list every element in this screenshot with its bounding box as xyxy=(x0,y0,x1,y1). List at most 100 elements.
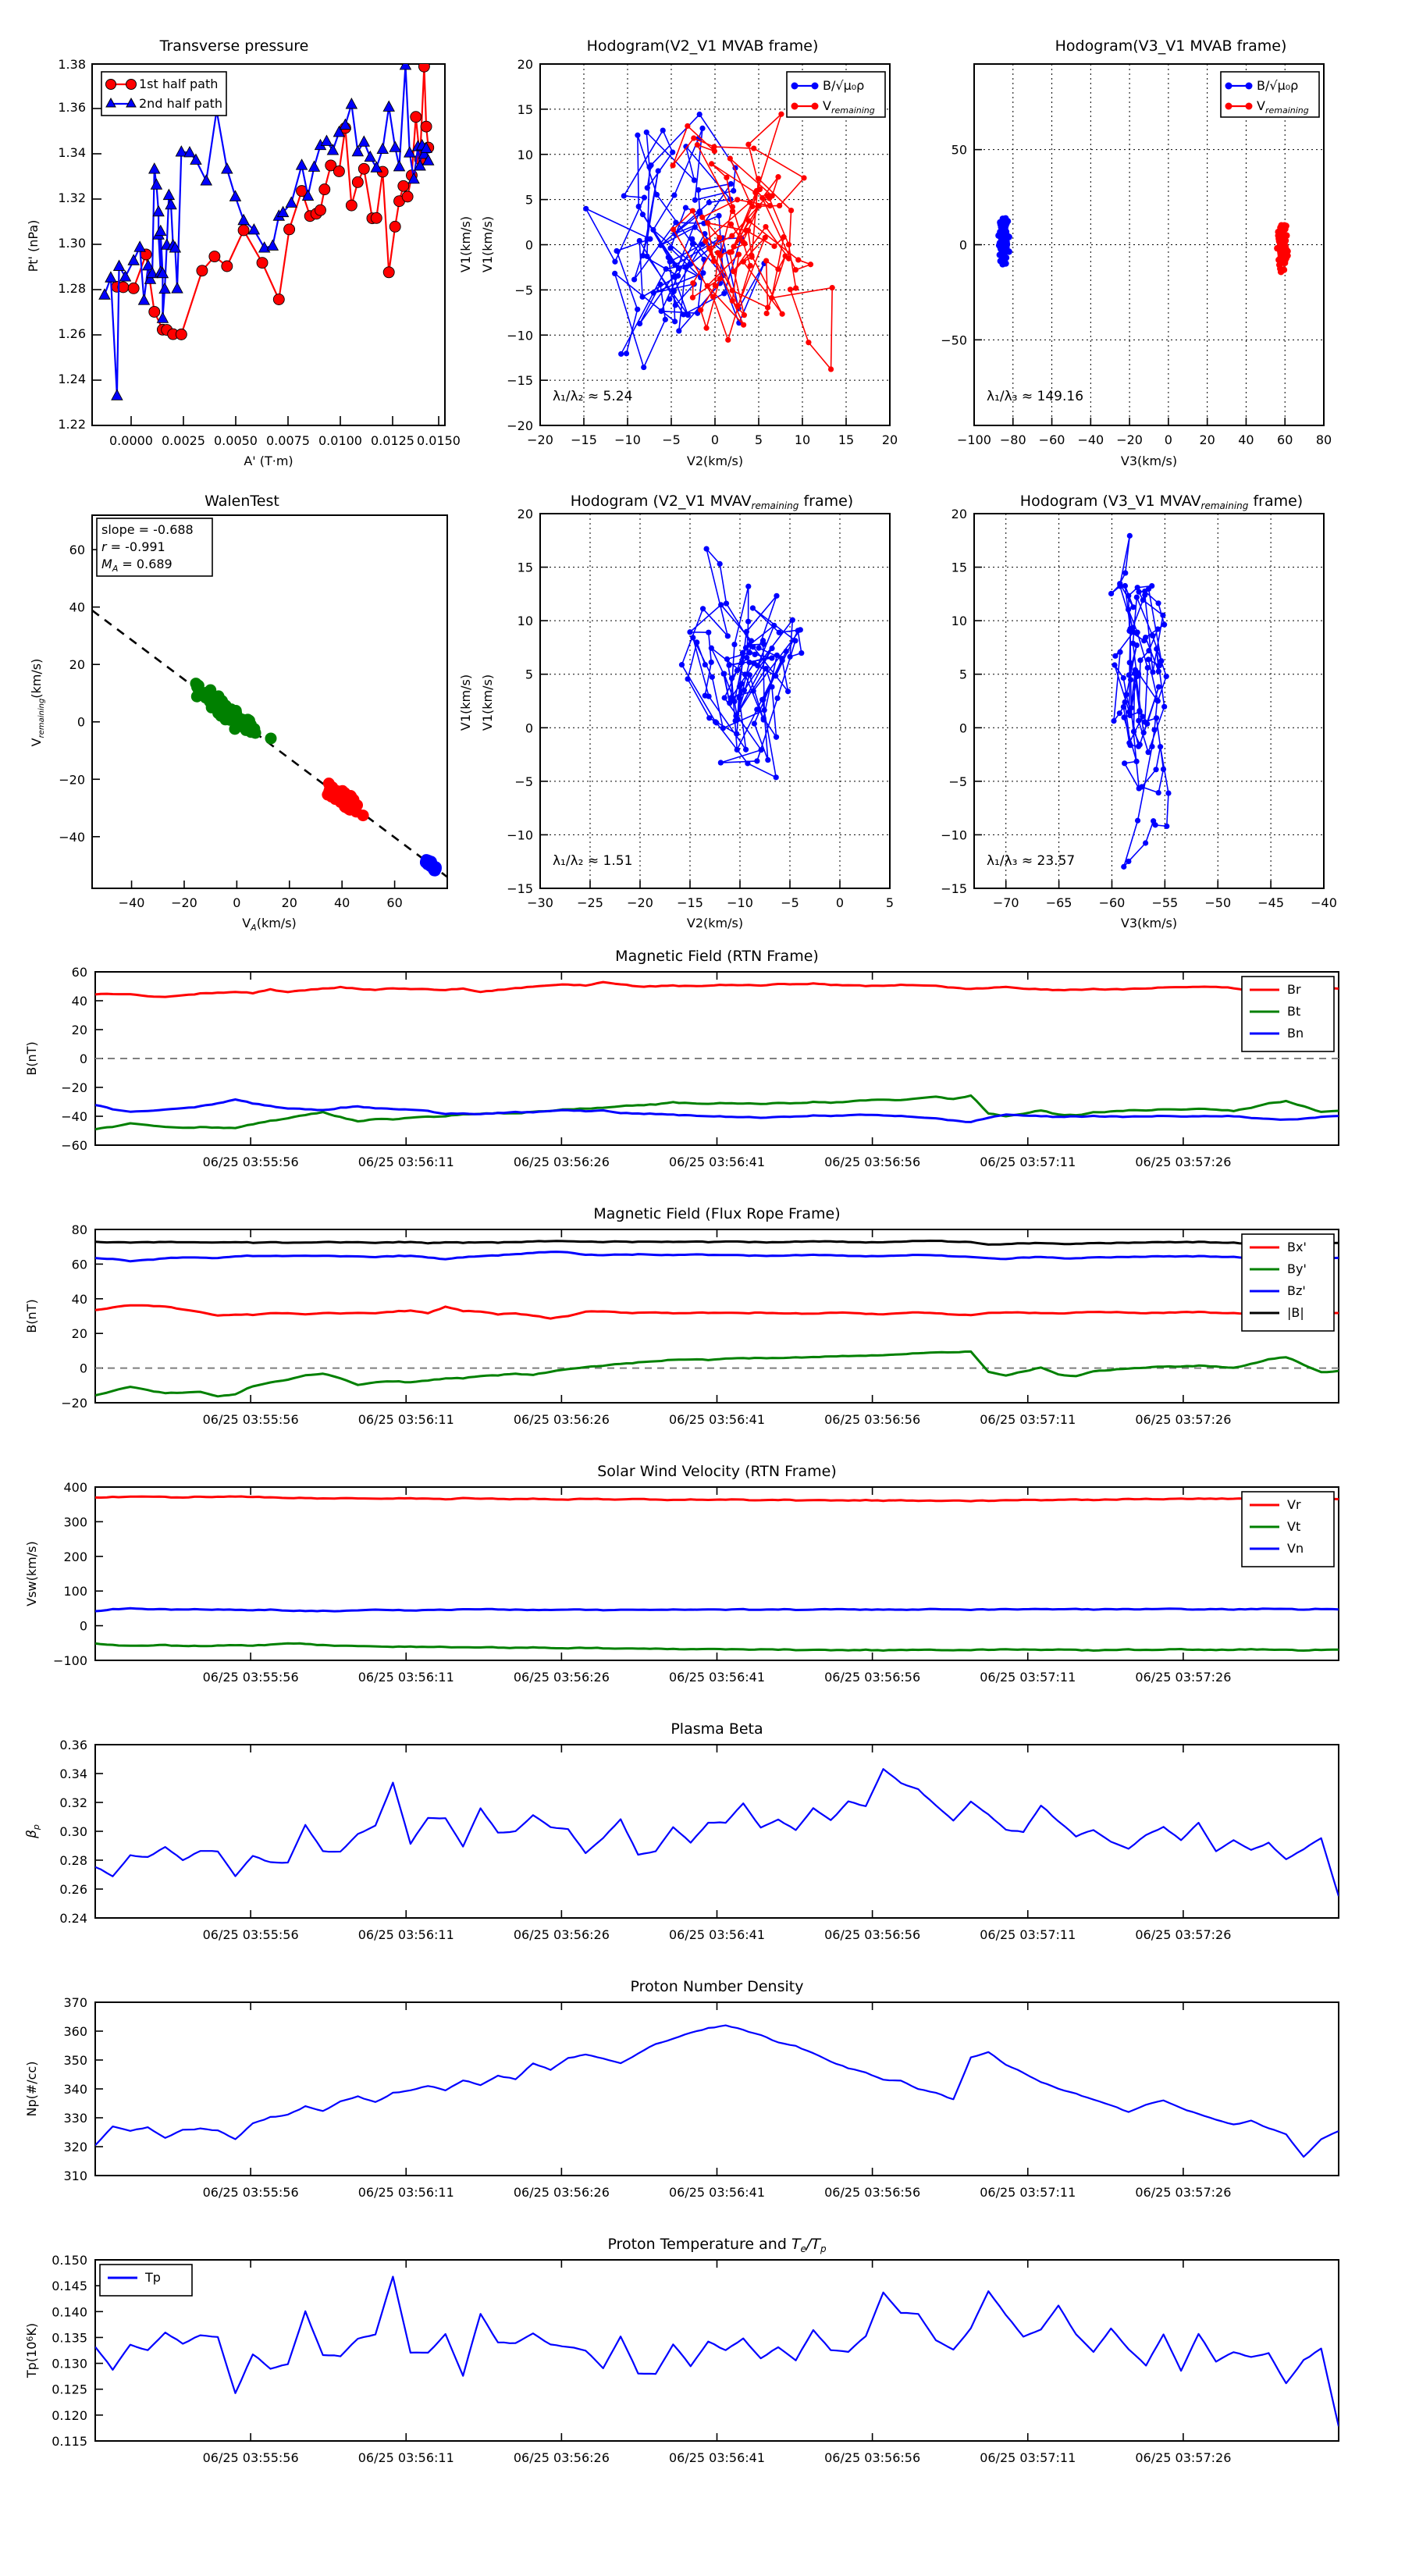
svg-text:310: 310 xyxy=(63,2169,87,2183)
svg-text:06/25 03:56:11: 06/25 03:56:11 xyxy=(358,1412,454,1427)
svg-text:5: 5 xyxy=(525,193,533,208)
svg-text:Vr: Vr xyxy=(1287,1497,1301,1512)
svg-text:06/25 03:56:41: 06/25 03:56:41 xyxy=(669,1412,765,1427)
svg-text:−20: −20 xyxy=(61,1080,87,1095)
svg-text:−40: −40 xyxy=(1311,895,1337,910)
panel-transverse-pressure: Transverse pressure 1.22 1.24 1.26 1.28 … xyxy=(0,0,468,468)
svg-text:−15: −15 xyxy=(507,881,533,896)
stat-slope: slope = -0.688 xyxy=(101,522,194,537)
panel-magnetic-field-fluxrope: Magnetic Field (Flux Rope Frame) −20 0 20 40… xyxy=(0,1190,1405,1448)
svg-text:0.36: 0.36 xyxy=(59,1738,87,1752)
svg-text:0.0025: 0.0025 xyxy=(162,433,205,448)
svg-text:60: 60 xyxy=(72,965,87,980)
svg-text:15: 15 xyxy=(518,102,533,117)
svg-text:06/25 03:56:41: 06/25 03:56:41 xyxy=(669,1155,765,1169)
axis-ticks: −20 −15 −10 −5 0 5 10 15 20 −20 −15 −10 −5 0 5 10 15 20 xyxy=(507,57,898,447)
svg-text:5: 5 xyxy=(755,432,763,447)
x-axis-label: V3(km/s) xyxy=(1121,454,1177,468)
svg-text:20: 20 xyxy=(951,507,967,521)
svg-text:0.130: 0.130 xyxy=(52,2357,87,2371)
svg-text:0.0000: 0.0000 xyxy=(109,433,153,448)
svg-text:Vn: Vn xyxy=(1287,1541,1304,1556)
svg-text:0: 0 xyxy=(1165,432,1172,447)
svg-text:−40: −40 xyxy=(61,1109,87,1124)
svg-text:320: 320 xyxy=(63,2140,87,2154)
svg-text:60: 60 xyxy=(1277,432,1293,447)
svg-text:1.24: 1.24 xyxy=(58,372,86,386)
svg-text:06/25 03:56:56: 06/25 03:56:56 xyxy=(824,1670,920,1685)
y-axis-label: V1(km/s) xyxy=(480,674,495,731)
svg-text:−5: −5 xyxy=(662,432,681,447)
x-axis-label: V2(km/s) xyxy=(687,916,743,930)
svg-text:20: 20 xyxy=(518,57,533,72)
legend[interactable]: 1st half path 2nd half path xyxy=(101,71,227,116)
svg-text:0: 0 xyxy=(525,238,533,253)
svg-text:Tp: Tp xyxy=(144,2270,161,2285)
svg-text:0: 0 xyxy=(836,895,844,910)
legend-label-b-alfven: B/√μ₀ρ xyxy=(1257,78,1298,93)
svg-text:06/25 03:57:11: 06/25 03:57:11 xyxy=(980,2450,1076,2465)
panel-hodogram-v2v1-mvav: Hodogram (V2_V1 MVAVremaining frame) −30… xyxy=(468,468,937,937)
svg-text:−10: −10 xyxy=(507,328,533,343)
svg-text:400: 400 xyxy=(63,1480,87,1495)
svg-text:0: 0 xyxy=(959,720,967,735)
svg-text:40: 40 xyxy=(69,600,85,615)
svg-text:06/25 03:56:56: 06/25 03:56:56 xyxy=(824,1927,920,1942)
svg-text:60: 60 xyxy=(386,895,402,910)
svg-text:−40: −40 xyxy=(119,895,145,910)
svg-text:0.24: 0.24 xyxy=(59,1911,87,1926)
svg-text:−50: −50 xyxy=(941,333,967,347)
panel-hodogram-v2v1-mvab: Hodogram(V2_V1 MVAB frame) −20 −15 −10 −5 0 5… xyxy=(468,0,937,468)
svg-text:−20: −20 xyxy=(171,895,197,910)
svg-text:20: 20 xyxy=(282,895,297,910)
svg-text:20: 20 xyxy=(72,1326,87,1341)
svg-text:06/25 03:56:41: 06/25 03:56:41 xyxy=(669,2450,765,2465)
gridlines xyxy=(974,64,1324,425)
legend[interactable]: B/√μ₀ρ Vremaining xyxy=(786,71,886,118)
svg-text:80: 80 xyxy=(1316,432,1332,447)
stats-box: slope = -0.688 r = -0.991 MA = 0.689 xyxy=(96,518,213,577)
svg-text:0: 0 xyxy=(233,895,240,910)
svg-text:Plasma Beta: Plasma Beta xyxy=(670,1720,763,1738)
series-plot-area xyxy=(583,111,835,372)
svg-text:Bz': Bz' xyxy=(1287,1283,1306,1298)
svg-text:−60: −60 xyxy=(1039,432,1065,447)
eigenvalue-ratio-annotation: λ₁/λ₂ ≈ 5.24 xyxy=(553,389,632,404)
axis-ticks: −100 −80 −60 −40 −20 0 20 40 60 80 −50 0 50 xyxy=(941,143,1332,447)
svg-text:−20: −20 xyxy=(61,1396,87,1411)
svg-text:βp: βp xyxy=(24,1824,41,1839)
svg-text:−20: −20 xyxy=(527,432,553,447)
gridlines xyxy=(974,514,1324,888)
x-axis-ticks: 0.0000 0.0025 0.0050 0.0075 0.0100 0.012… xyxy=(109,416,461,448)
svg-text:0.30: 0.30 xyxy=(59,1824,87,1839)
svg-text:0: 0 xyxy=(77,715,85,730)
svg-text:06/25 03:56:11: 06/25 03:56:11 xyxy=(358,1927,454,1942)
svg-text:60: 60 xyxy=(69,543,85,557)
legend-label-1st-half: 1st half path xyxy=(139,76,218,91)
svg-text:−20: −20 xyxy=(627,895,653,910)
svg-text:B(nT): B(nT) xyxy=(24,1299,39,1332)
svg-text:06/25 03:57:26: 06/25 03:57:26 xyxy=(1135,1670,1231,1685)
svg-text:06/25 03:55:56: 06/25 03:55:56 xyxy=(203,2450,299,2465)
y-axis-label: Vremaining(km/s) xyxy=(29,659,46,747)
svg-text:−50: −50 xyxy=(1204,895,1231,910)
svg-text:0.34: 0.34 xyxy=(59,1767,87,1781)
svg-text:−30: −30 xyxy=(527,895,553,910)
svg-text:Bn: Bn xyxy=(1287,1026,1304,1041)
legend[interactable]: B/√μ₀ρ Vremaining xyxy=(1220,71,1320,118)
svg-text:06/25 03:56:41: 06/25 03:56:41 xyxy=(669,2185,765,2200)
panel-title: WalenTest xyxy=(205,493,279,510)
gridlines xyxy=(540,514,890,888)
axis-ticks: −40 −20 0 20 40 60 −40 −20 0 20 40 60 xyxy=(59,543,403,910)
svg-text:06/25 03:56:56: 06/25 03:56:56 xyxy=(824,1155,920,1169)
svg-text:Bx': Bx' xyxy=(1287,1240,1307,1254)
svg-text:Tp(106K): Tp(106K) xyxy=(24,2323,39,2379)
svg-text:06/25 03:57:11: 06/25 03:57:11 xyxy=(980,2185,1076,2200)
y-axis-ticks: 1.22 1.24 1.26 1.28 1.30 1.32 1.34 1.36 … xyxy=(58,57,101,432)
svg-text:0.32: 0.32 xyxy=(59,1795,87,1810)
svg-text:0: 0 xyxy=(711,432,719,447)
panel-title: Hodogram (V2_V1 MVAVremaining frame) xyxy=(571,493,853,511)
svg-text:1.38: 1.38 xyxy=(58,57,86,72)
svg-text:−15: −15 xyxy=(507,373,533,388)
eigenvalue-ratio-annotation: λ₁/λ₃ ≈ 149.16 xyxy=(987,389,1083,404)
